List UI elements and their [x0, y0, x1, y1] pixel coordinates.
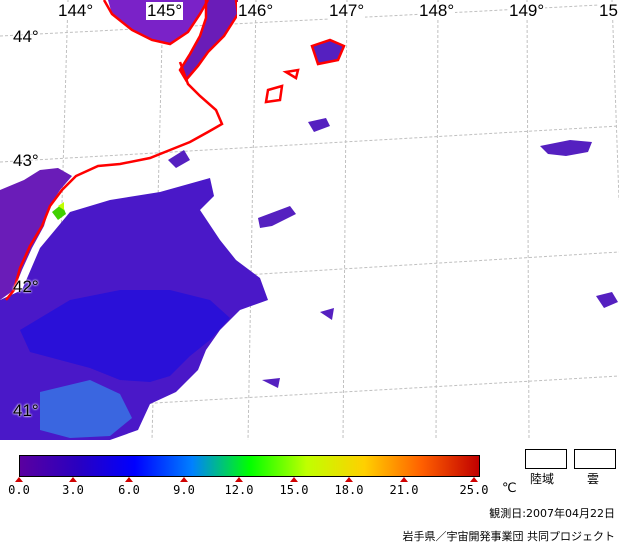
observation-date: 観測日:2007年04月22日 [489, 507, 615, 520]
sst-patch-4 [312, 40, 344, 64]
coastline [5, 0, 346, 301]
sst-patch-8 [168, 150, 190, 168]
lon-label-148: 148° [418, 1, 456, 20]
lon-label-144: 144° [57, 1, 95, 20]
lat-label-42: 42° [13, 277, 39, 296]
lon-label-147: 147° [328, 1, 366, 20]
lon-label-150: 15 [598, 1, 619, 20]
sst-patch-1 [258, 206, 296, 228]
land-key-label: 陸域 [530, 472, 555, 486]
cloud-key-label: 雲 [587, 472, 600, 486]
sst-map [0, 0, 619, 440]
tick-label-0: 0.0 [8, 483, 30, 497]
lon-label-146: 146° [237, 1, 275, 20]
tick-label-21: 21.0 [389, 483, 419, 497]
tick-mark [15, 477, 23, 482]
sst-patch-2 [540, 140, 592, 156]
lat-label-43: 43° [13, 151, 39, 170]
tick-mark [345, 477, 353, 482]
tick-label-18: 18.0 [334, 483, 364, 497]
tick-mark [400, 477, 408, 482]
tick-label-6: 6.0 [118, 483, 140, 497]
tick-label-25: 25.0 [459, 483, 489, 497]
sst-patch-5 [308, 118, 330, 132]
tick-mark [470, 477, 478, 482]
unit-label: ℃ [502, 481, 517, 496]
lon-label-149: 149° [508, 1, 546, 20]
tick-mark [180, 477, 188, 482]
sst-south [40, 380, 132, 438]
land-kunashiri [180, 0, 238, 80]
tick-label-3: 3.0 [62, 483, 84, 497]
sst-patch-6 [320, 308, 334, 320]
sst-core [20, 290, 230, 382]
tick-label-12: 12.0 [224, 483, 254, 497]
cloud-key-swatch [574, 449, 616, 469]
tick-mark [69, 477, 77, 482]
lon-label-145: 145° [146, 1, 184, 20]
land-key-swatch [525, 449, 567, 469]
sst-yellow [58, 202, 64, 210]
sst-patch-7 [262, 378, 280, 388]
tick-mark [290, 477, 298, 482]
tick-mark [125, 477, 133, 482]
tick-label-15: 15.0 [279, 483, 309, 497]
credit-line: 岩手県／宇宙開発事業団 共同プロジェクト [402, 530, 616, 543]
tick-mark [235, 477, 243, 482]
lat-label-44: 44° [13, 27, 39, 46]
lat-label-41: 41° [13, 401, 39, 420]
sst-patch-3 [596, 292, 618, 308]
color-scale-bar [19, 455, 480, 477]
tick-label-9: 9.0 [173, 483, 195, 497]
